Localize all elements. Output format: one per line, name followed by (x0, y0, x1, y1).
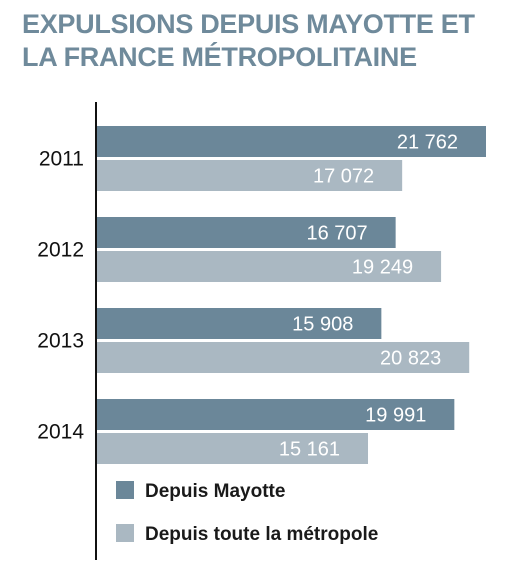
bar-mayotte-2012 (97, 217, 396, 248)
year-label-2014: 2014 (37, 421, 84, 444)
bar-metropole-2011 (97, 160, 403, 191)
bar-value-label: 19 991 (365, 405, 426, 427)
legend: Depuis Mayotte Depuis toute la métropole (116, 481, 378, 545)
legend-label-mayotte: Depuis Mayotte (145, 481, 285, 502)
year-label-2012: 2012 (37, 239, 84, 262)
bar-value-label: 20 823 (380, 348, 441, 370)
legend-label-metropole: Depuis toute la métropole (145, 524, 378, 545)
bars-group: 21 762 17 072 2011 16 707 19 249 2012 15 908 20… (37, 126, 486, 464)
year-label-2013: 2013 (37, 330, 84, 353)
bar-metropole-2014 (97, 433, 369, 464)
bar-value-label: 16 707 (306, 223, 367, 245)
chart-title-line-1: EXPULSIONS DEPUIS MAYOTTE ET (22, 9, 475, 39)
bar-metropole-2012 (97, 251, 442, 282)
legend-swatch-mayotte (116, 481, 134, 499)
bar-value-label: 15 908 (292, 314, 353, 336)
bar-value-label: 17 072 (313, 166, 374, 188)
bar-value-label: 19 249 (352, 257, 413, 279)
chart-title-line-2: LA FRANCE MÉTROPOLITAINE (22, 42, 417, 72)
bar-metropole-2013 (97, 342, 470, 373)
bar-mayotte-2013 (97, 308, 382, 339)
chart-title: EXPULSIONS DEPUIS MAYOTTE ET LA FRANCE M… (22, 8, 492, 74)
bar-value-label: 15 161 (279, 439, 340, 461)
year-label-2011: 2011 (39, 148, 84, 171)
legend-swatch-metropole (116, 524, 134, 542)
bar-value-label: 21 762 (397, 132, 458, 154)
bar-mayotte-2014 (97, 399, 455, 430)
bar-mayotte-2011 (97, 126, 486, 157)
